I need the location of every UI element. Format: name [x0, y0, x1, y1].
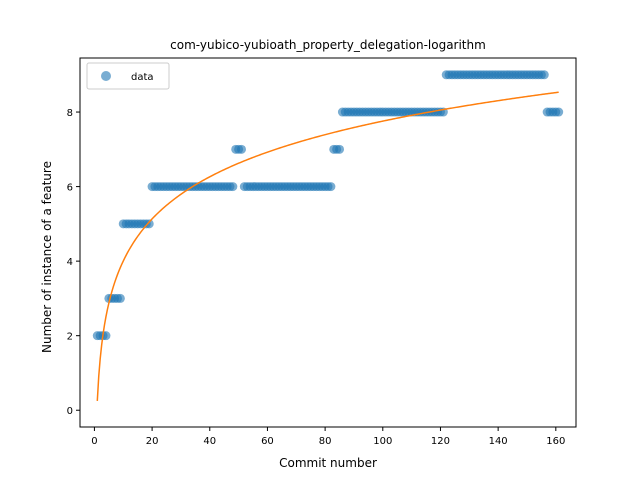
- axes: 0 20 40 60 80 100 120 140 160 0 2 4 6 8: [67, 57, 577, 447]
- x-axis-label: Commit number: [279, 456, 377, 470]
- chart-title: com-yubico-yubioath_property_delegation-…: [170, 38, 486, 52]
- legend-label: data: [131, 72, 154, 83]
- y-tick-label: 8: [67, 108, 73, 119]
- data-point: [326, 182, 336, 192]
- plot-area: [92, 70, 564, 401]
- x-tick-label: 100: [373, 436, 392, 447]
- data-point: [539, 70, 549, 80]
- y-tick-label: 2: [67, 332, 73, 343]
- legend-box: [86, 62, 170, 90]
- x-tick-label: 60: [261, 436, 274, 447]
- axes-frame: [79, 57, 577, 428]
- y-tick-label: 0: [67, 406, 73, 417]
- legend-marker: [101, 71, 111, 81]
- x-tick-label: 20: [146, 436, 159, 447]
- data-point: [554, 107, 564, 117]
- y-tick-label: 6: [67, 183, 73, 194]
- data-point: [144, 219, 154, 229]
- y-tick-label: 4: [67, 257, 73, 268]
- data-point: [236, 144, 246, 154]
- x-tick-label: 0: [91, 436, 97, 447]
- data-point: [228, 182, 238, 192]
- x-tick-label: 160: [546, 436, 565, 447]
- data-point: [115, 293, 125, 303]
- data-point: [335, 144, 345, 154]
- x-tick-label: 140: [489, 436, 508, 447]
- x-tick-label: 40: [203, 436, 216, 447]
- fit-line: [96, 91, 559, 401]
- x-tick-label: 120: [431, 436, 450, 447]
- x-tick-label: 80: [319, 436, 332, 447]
- y-axis-label: Number of instance of a feature: [40, 161, 54, 353]
- legend: data: [86, 62, 170, 90]
